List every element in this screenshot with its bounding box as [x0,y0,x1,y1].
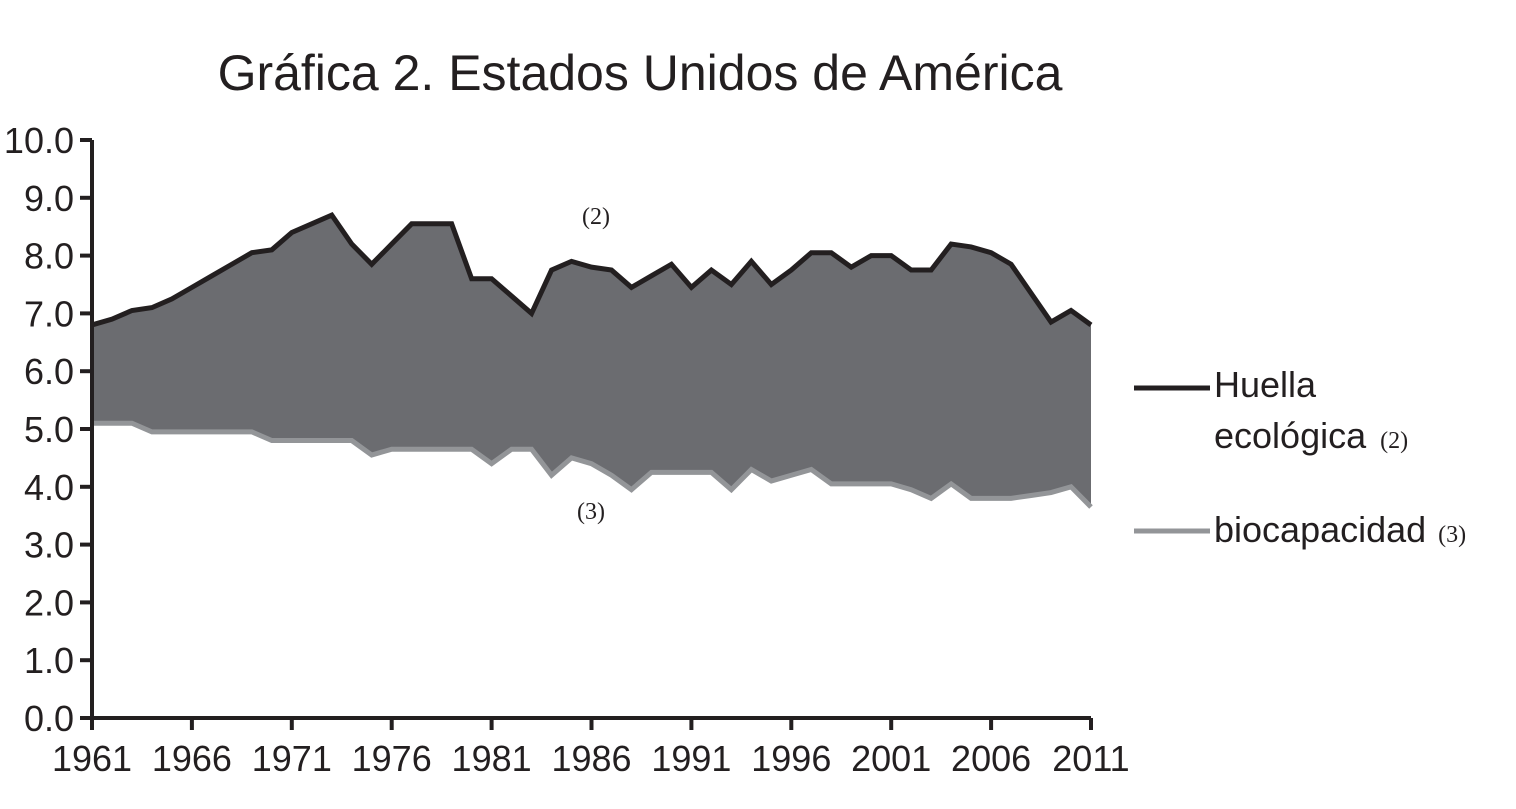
y-tick-label: 7.0 [24,293,74,334]
y-tick-label: 8.0 [24,236,74,277]
y-tick-label: 5.0 [24,409,74,450]
series-lines [91,212,1093,509]
x-tick-label: 2011 [1052,738,1129,779]
legend: Huella ecológica (2) biocapacidad (3) [1134,364,1466,550]
series-line-biocapacidad [92,420,1093,509]
x-tick-label: 1961 [52,738,132,779]
plot-area [92,215,1091,508]
y-tick-label: 6.0 [24,351,74,392]
y-tick-label: 1.0 [24,640,74,681]
legend-label-biocapacidad-text: biocapacidad [1214,509,1426,550]
axes [80,138,1093,730]
series-marker-biocapacidad: (3) [577,499,605,525]
legend-label-huella-text: ecológica [1214,415,1367,456]
y-tick-label: 3.0 [24,525,74,566]
x-tick-label: 2001 [851,738,931,779]
series-marker-huella: (2) [582,204,610,230]
legend-label-biocapacidad: biocapacidad (3) [1214,509,1466,550]
x-tick-label: 2006 [951,738,1031,779]
x-tick-label: 1981 [452,738,532,779]
y-tick-label: 4.0 [24,467,74,508]
x-tick-label: 1976 [352,738,432,779]
x-tick-label: 1986 [551,738,631,779]
tick-labels: 0.0 1.0 2.0 3.0 4.0 5.0 6.0 7.0 8.0 9.0 10.0 1961 19… [4,120,1130,779]
x-tick-label: 1991 [651,738,731,779]
legend-label-huella-line1: Huella [1214,364,1317,405]
x-tick-label: 1971 [252,738,332,779]
y-tick-label: 9.0 [24,178,74,219]
gap-area-fill [92,215,1091,508]
legend-label-huella-line2: ecológica (2) [1214,415,1408,456]
legend-marker-huella: (2) [1380,428,1408,454]
chart-title: Gráfica 2. Estados Unidos de América [218,45,1063,101]
y-tick-label: 2.0 [24,582,74,623]
y-tick-label: 10.0 [4,120,74,161]
y-tick-label: 0.0 [24,698,74,739]
x-tick-label: 1996 [751,738,831,779]
legend-marker-biocapacidad: (3) [1438,522,1466,548]
x-tick-label: 1966 [152,738,232,779]
series-line-huella [91,212,1093,328]
